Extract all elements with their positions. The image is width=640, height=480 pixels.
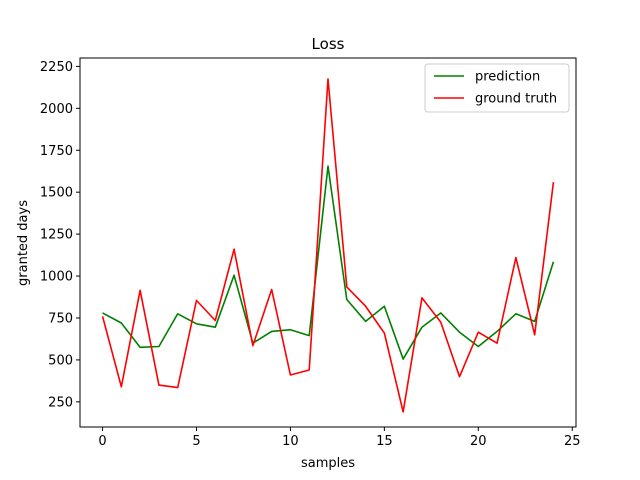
x-tick-label: 0 — [98, 434, 106, 449]
x-tick-label: 10 — [282, 434, 299, 449]
x-tick-label: 15 — [376, 434, 393, 449]
y-axis-label: granted days — [16, 200, 31, 286]
x-tick-label: 5 — [192, 434, 200, 449]
y-tick-label: 2250 — [40, 60, 73, 75]
y-tick-label: 2000 — [40, 102, 73, 117]
y-tick-label: 250 — [48, 395, 73, 410]
x-tick-label: 20 — [470, 434, 487, 449]
y-tick-label: 1000 — [40, 270, 73, 285]
x-tick-label: 25 — [564, 434, 581, 449]
y-tick-label: 750 — [48, 311, 73, 326]
legend-label: ground truth — [475, 92, 557, 107]
x-axis-label: samples — [301, 456, 355, 471]
chart-title: Loss — [312, 35, 345, 53]
y-tick-label: 1250 — [40, 228, 73, 243]
legend-label: prediction — [475, 70, 540, 85]
y-tick-label: 500 — [48, 353, 73, 368]
y-tick-label: 1750 — [40, 144, 73, 159]
y-tick-label: 1500 — [40, 186, 73, 201]
legend: prediction ground truth — [425, 64, 569, 112]
